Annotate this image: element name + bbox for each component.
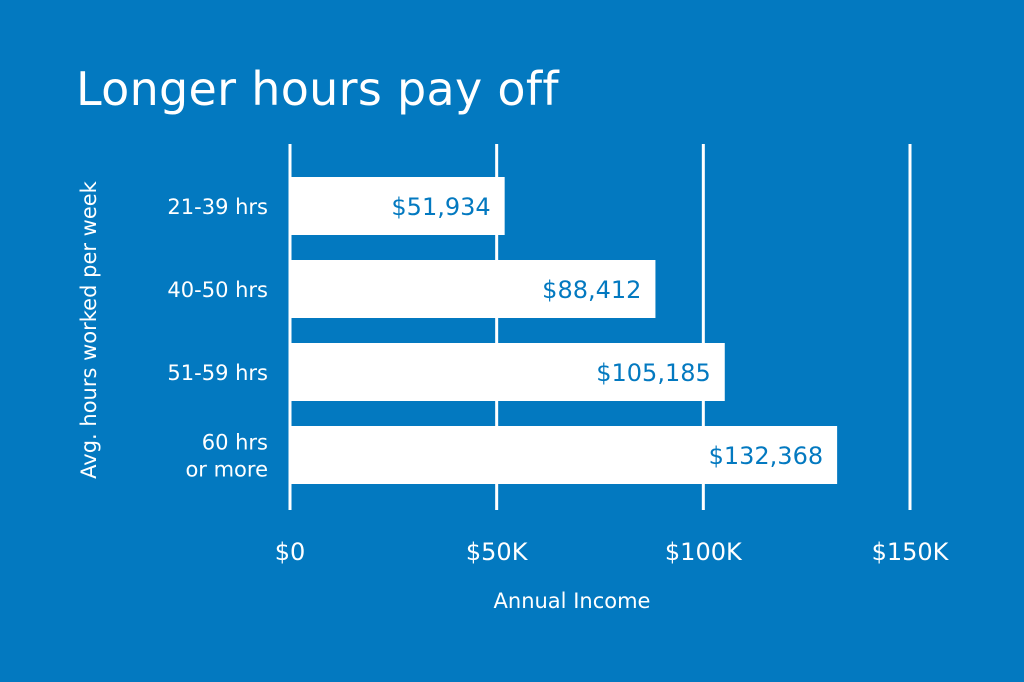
bar [290, 343, 725, 401]
bar [290, 177, 505, 235]
bar-value-label: $88,412 [542, 276, 641, 304]
x-tick-label: $100K [665, 538, 743, 566]
bar-value-label: $105,185 [596, 359, 711, 387]
category-label: 60 hrs [202, 431, 268, 455]
x-axis-title: Annual Income [494, 589, 651, 613]
x-tick-label: $150K [872, 538, 950, 566]
bar [290, 260, 656, 318]
category-label: or more [185, 458, 268, 482]
chart-title: Longer hours pay off [76, 62, 559, 116]
category-label: 51-59 hrs [167, 361, 268, 385]
x-tick-label: $0 [275, 538, 306, 566]
category-label: 40-50 hrs [167, 278, 268, 302]
bar-value-label: $132,368 [709, 442, 824, 470]
bar [290, 426, 838, 484]
y-axis-title: Avg. hours worked per week [77, 180, 101, 479]
bar-value-label: $51,934 [391, 193, 490, 221]
category-label: 21-39 hrs [167, 195, 268, 219]
x-tick-label: $50K [466, 538, 529, 566]
